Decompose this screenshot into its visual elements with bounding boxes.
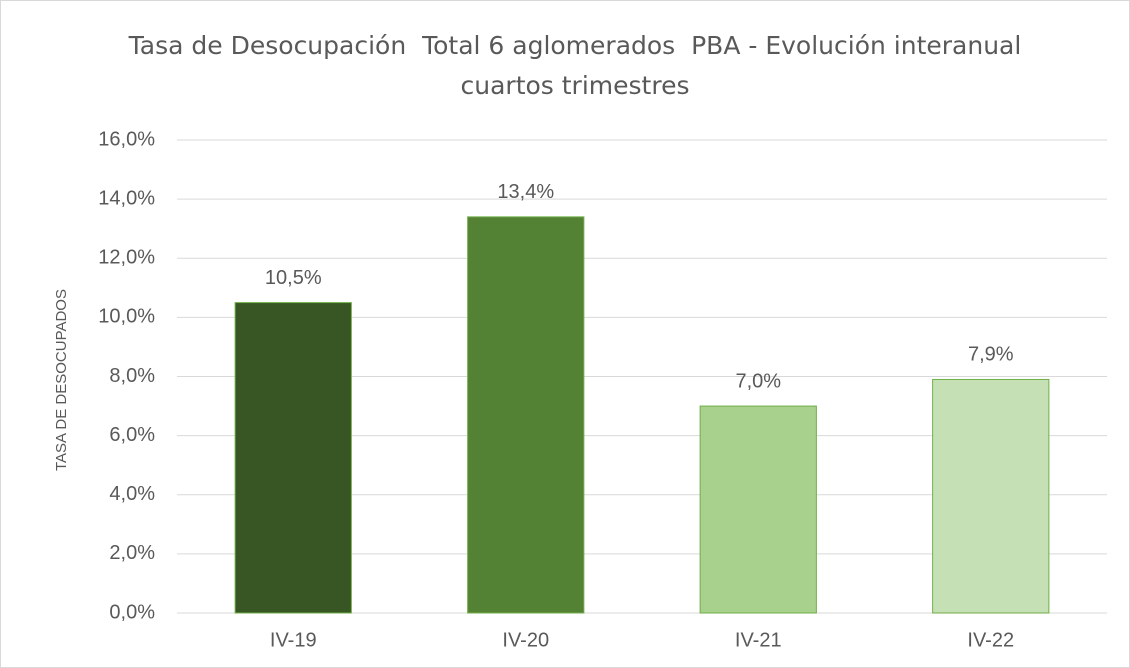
value-label: 7,0% (735, 370, 781, 392)
bar (932, 378, 1050, 614)
bar (699, 405, 817, 614)
y-axis-label: TASA DE DESOCUPADOS (53, 289, 70, 471)
x-tick-label: IV-22 (967, 629, 1014, 651)
bar (467, 216, 585, 614)
y-tick-label: 4,0% (109, 483, 155, 505)
y-tick-label: 6,0% (109, 424, 155, 446)
y-tick-label: 16,0% (98, 128, 155, 150)
y-tick-label: 14,0% (98, 187, 155, 209)
y-tick-label: 0,0% (109, 601, 155, 623)
y-tick-label: 2,0% (109, 542, 155, 564)
x-tick-label: IV-21 (735, 629, 782, 651)
y-tick-label: 8,0% (109, 365, 155, 387)
y-tick-label: 10,0% (98, 306, 155, 328)
value-label: 13,4% (497, 181, 554, 203)
y-tick-label: 12,0% (98, 247, 155, 269)
value-label: 10,5% (265, 267, 322, 289)
value-label: 7,9% (968, 344, 1014, 366)
bar (234, 302, 352, 614)
x-tick-label: IV-20 (502, 629, 549, 651)
chart-title: Tasa de Desocupación Total 6 aglomerados… (128, 31, 1038, 100)
x-tick-label: IV-19 (270, 629, 317, 651)
